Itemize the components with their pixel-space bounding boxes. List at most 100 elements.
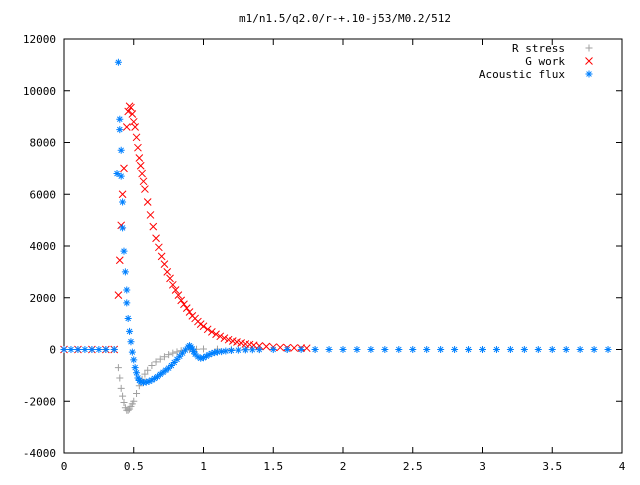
data-point	[548, 346, 556, 353]
data-point	[110, 346, 118, 353]
x-tick-label: 0.5	[124, 460, 144, 473]
data-point	[381, 346, 389, 353]
data-point	[117, 172, 125, 180]
data-point	[160, 353, 168, 361]
data-point	[276, 343, 285, 352]
data-point	[179, 349, 187, 357]
x-tick-label: 0	[61, 460, 68, 473]
data-point	[165, 364, 173, 372]
data-point	[283, 346, 291, 353]
data-point	[479, 346, 486, 353]
data-point	[262, 342, 271, 351]
data-point	[208, 328, 216, 336]
data-point	[325, 346, 333, 353]
data-point	[131, 364, 139, 372]
data-point	[145, 377, 153, 385]
data-point	[451, 346, 459, 353]
data-point	[173, 348, 181, 356]
data-point	[141, 370, 149, 378]
series-acoustic-flux	[60, 58, 612, 387]
data-point	[124, 314, 132, 322]
data-point	[149, 222, 158, 231]
data-point	[241, 346, 249, 354]
data-point	[211, 349, 219, 357]
data-point	[248, 346, 256, 354]
data-point	[255, 346, 263, 354]
data-point	[120, 399, 128, 407]
data-point	[119, 392, 127, 400]
data-point	[116, 374, 124, 382]
data-point	[142, 378, 150, 386]
series-g-work	[60, 102, 311, 354]
axis-ticks: 0 0.5 1 1.5 2 2.5 3 3.5 4 -4000 -2000 0 2000 4000 6000…	[23, 33, 626, 473]
data-point	[128, 348, 136, 356]
legend-label: Acoustic flux	[479, 68, 565, 81]
y-tick-label: 8000	[30, 137, 57, 150]
data-point	[423, 346, 431, 353]
data-point	[122, 123, 131, 131]
data-point	[156, 355, 164, 363]
data-point	[202, 352, 210, 360]
data-point	[119, 198, 127, 206]
data-point	[534, 346, 542, 353]
data-point	[181, 346, 189, 354]
data-point	[121, 268, 129, 276]
data-point	[174, 291, 183, 300]
data-point	[218, 348, 226, 356]
series-r-stress	[60, 345, 319, 414]
x-tick-label: 3.5	[542, 460, 562, 473]
data-point	[167, 362, 175, 370]
data-point	[604, 346, 612, 353]
data-point	[191, 350, 199, 358]
data-point	[128, 110, 137, 118]
data-point	[140, 379, 148, 387]
data-point	[168, 280, 177, 289]
data-point	[130, 397, 138, 405]
data-point	[130, 356, 138, 364]
x-tick-label: 3	[479, 460, 486, 473]
data-point	[339, 346, 347, 353]
y-tick-label: 4000	[30, 240, 57, 253]
data-point	[133, 389, 141, 397]
plot-frame	[63, 38, 623, 454]
data-point	[146, 211, 155, 219]
y-tick-label: 0	[49, 344, 56, 357]
data-point	[134, 143, 142, 152]
data-point	[255, 342, 264, 350]
data-point	[152, 358, 160, 366]
data-point	[134, 374, 142, 382]
data-point	[132, 133, 141, 142]
x-tick-label: 1	[200, 460, 207, 473]
data-point	[165, 351, 173, 359]
legend-label: R stress	[512, 42, 565, 55]
data-point	[176, 352, 184, 360]
data-point	[197, 354, 205, 362]
data-point	[171, 286, 180, 294]
data-point	[124, 107, 133, 116]
data-point	[269, 346, 277, 353]
data-point	[126, 327, 134, 335]
data-point	[227, 347, 235, 355]
data-point	[409, 346, 417, 353]
data-point	[127, 338, 135, 346]
data-point	[131, 123, 139, 131]
data-point	[67, 346, 75, 353]
data-point	[135, 154, 144, 162]
series-layer	[60, 58, 612, 414]
data-point	[180, 300, 188, 309]
data-point	[60, 346, 68, 353]
data-point	[156, 370, 164, 378]
data-point	[492, 346, 500, 353]
data-point	[116, 115, 124, 123]
data-point	[102, 346, 110, 353]
data-point	[137, 378, 145, 386]
data-point	[113, 170, 121, 178]
data-point	[120, 164, 128, 173]
y-tick-label: 10000	[23, 85, 56, 98]
data-point	[123, 299, 131, 307]
y-tick-label: 12000	[23, 33, 56, 46]
data-point	[114, 364, 122, 372]
